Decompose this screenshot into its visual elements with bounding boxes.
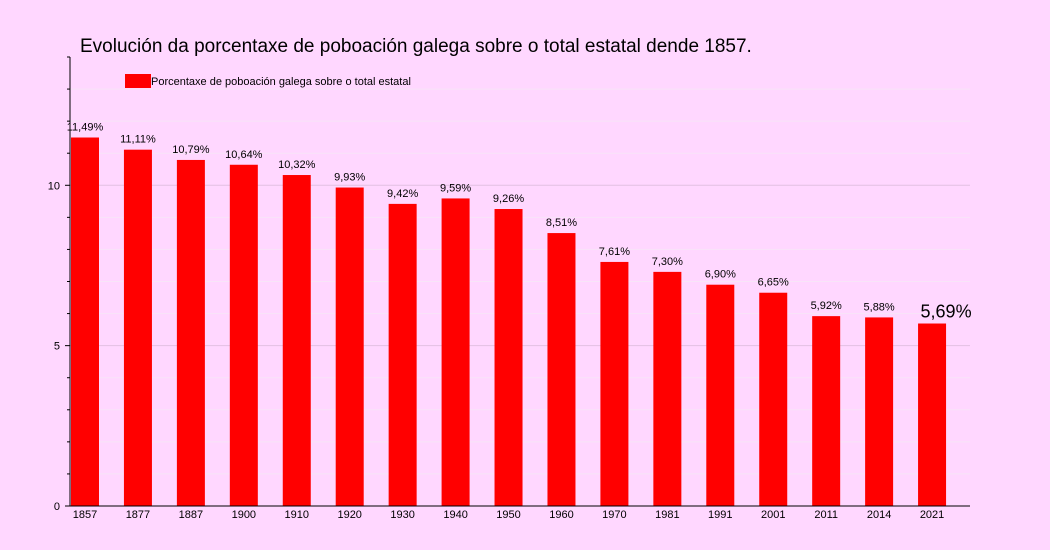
value-label: 9,42% [387, 188, 418, 200]
value-label: 10,32% [278, 159, 316, 171]
value-labels: 11,49% 11,11% 10,79% 10,64% 10,32% 9,93% 9,42%… [67, 121, 972, 321]
x-tick-label: 1950 [496, 509, 520, 521]
value-label: 9,26% [493, 193, 524, 205]
x-tick-label: 2021 [920, 509, 944, 521]
x-tick-label: 2001 [761, 509, 785, 521]
bar-1940 [441, 198, 470, 506]
y-tick-label: 10 [48, 180, 60, 192]
x-tick-label: 2014 [867, 509, 891, 521]
y-tick-label: 0 [54, 501, 60, 513]
y-tick-label: 5 [54, 341, 60, 353]
legend-swatch [125, 74, 151, 88]
value-label: 6,90% [705, 269, 736, 281]
value-label: 5,88% [864, 301, 895, 313]
x-tick-label: 1877 [126, 509, 150, 521]
x-tick-label: 1960 [549, 509, 573, 521]
legend: Porcentaxe de poboación galega sobre o t… [125, 74, 411, 88]
x-tick-label: 2011 [814, 509, 838, 521]
x-tick-label: 1910 [285, 509, 309, 521]
value-label: 10,64% [225, 149, 263, 161]
bar-2001 [759, 292, 788, 506]
x-tick-label: 1981 [655, 509, 679, 521]
bar-1960 [547, 233, 576, 506]
bar-1950 [494, 209, 523, 507]
x-tick-label: 1920 [337, 509, 361, 521]
chart-title: Evolución da porcentaxe de poboación gal… [80, 36, 752, 57]
x-tick-label: 1930 [390, 509, 414, 521]
bars [71, 137, 947, 507]
x-tick-label: 1991 [708, 509, 732, 521]
value-label: 11,49% [67, 121, 104, 133]
bar-1970 [600, 261, 629, 506]
value-label: 6,65% [758, 277, 789, 289]
value-label: 10,79% [172, 144, 210, 156]
x-tick-label: 1857 [73, 509, 97, 521]
bar-1920 [335, 187, 364, 507]
x-tick-label: 1887 [179, 509, 203, 521]
value-label: 5,69% [921, 302, 972, 322]
bar-1887 [176, 159, 205, 506]
axes: 0 5 10 1857 1877 1887 1900 1910 1920 1930 1940 1950… [48, 56, 970, 521]
x-tick-label: 1940 [443, 509, 467, 521]
value-label: 9,93% [334, 172, 365, 184]
value-label: 5,92% [811, 300, 842, 312]
bar-1991 [706, 284, 735, 506]
value-label: 8,51% [546, 217, 577, 229]
bar-1930 [388, 203, 417, 506]
bar-1857 [71, 137, 99, 507]
value-label: 7,30% [652, 256, 683, 268]
bar-1900 [229, 164, 258, 506]
value-label: 7,61% [599, 246, 630, 258]
bar-2021 [918, 323, 947, 506]
value-label: 11,11% [120, 134, 156, 146]
bar-1877 [123, 149, 152, 506]
x-tick-label: 1970 [602, 509, 626, 521]
value-label: 9,59% [440, 182, 471, 194]
bar-2011 [812, 316, 841, 506]
bar-1981 [653, 271, 682, 506]
bar-2014 [865, 317, 894, 506]
x-tick-label: 1900 [232, 509, 256, 521]
legend-label: Porcentaxe de poboación galega sobre o t… [151, 76, 411, 88]
bar-1910 [282, 175, 311, 506]
